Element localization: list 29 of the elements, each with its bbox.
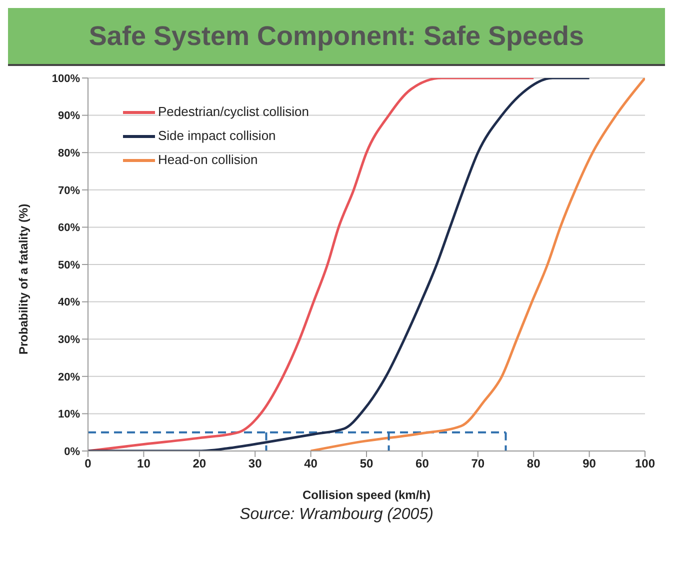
x-tick-label: 30 [248, 456, 262, 471]
y-tick-label: 30% [58, 334, 80, 346]
y-tick-label: 20% [58, 371, 80, 384]
x-tick-label: 0 [84, 456, 92, 471]
y-tick-label: 50% [58, 259, 80, 272]
y-tick-label: 40% [58, 296, 80, 309]
x-tick-label: 40 [304, 456, 318, 471]
y-tick-label: 10% [58, 408, 80, 421]
y-tick-label: 90% [58, 110, 80, 122]
x-tick-label: 100 [634, 456, 656, 471]
x-tick-label: 20 [192, 456, 206, 471]
x-tick-label: 80 [526, 456, 541, 471]
y-tick-label: 100% [52, 72, 80, 85]
legend-label: Head-on collision [157, 152, 259, 168]
x-tick-label: 60 [416, 456, 430, 471]
x-tick-label: 10 [137, 456, 151, 471]
y-tick-label: 70% [58, 184, 80, 197]
chart-title: Safe System Component: Safe Speeds [8, 8, 665, 66]
y-tick-label: 80% [58, 148, 80, 160]
y-tick-label: 0% [64, 446, 80, 458]
y-axis-title: Probability of a fatality (%) [16, 204, 30, 354]
source-note: Source: Wrambourg (2005) [238, 506, 434, 524]
legend-label: Side impact collision [157, 128, 277, 144]
x-tick-label: 90 [582, 456, 596, 471]
x-tick-label: 70 [471, 456, 485, 471]
x-axis-title: Collision speed (km/h) [302, 488, 431, 502]
x-tick-label: 50 [360, 456, 374, 471]
y-tick-label: 60% [58, 222, 80, 234]
legend-label: Pedestrian/cyclist collision [157, 104, 310, 120]
